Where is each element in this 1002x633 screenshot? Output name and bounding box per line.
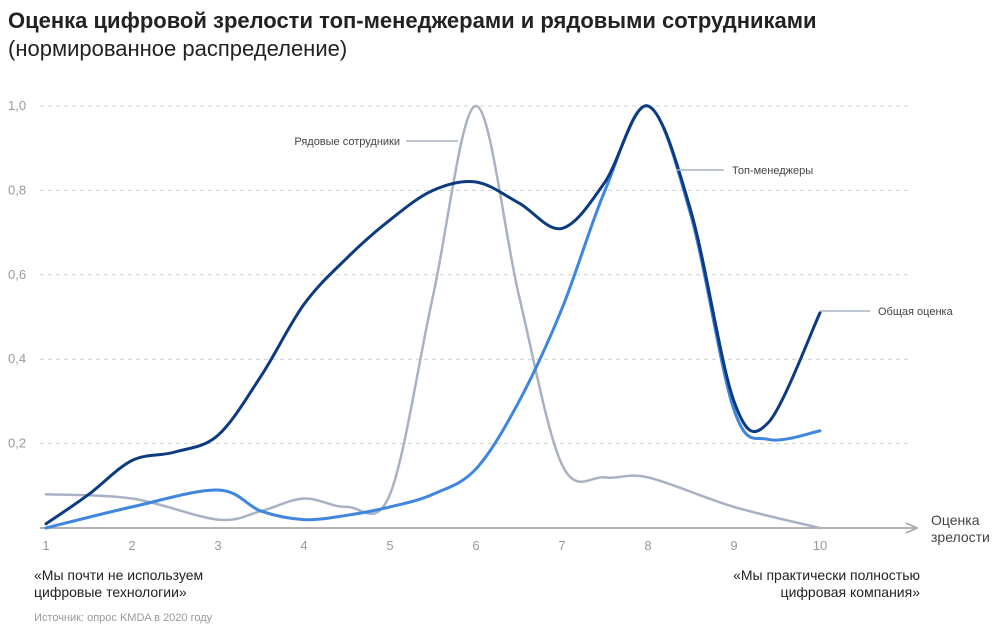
source-note: Источник: опрос KMDA в 2020 году bbox=[34, 612, 213, 624]
series-label: Топ-менеджеры bbox=[732, 165, 813, 177]
low-maturity-note: «Мы почти не используем цифровые техноло… bbox=[34, 567, 203, 601]
x-tick-label: 9 bbox=[730, 538, 737, 553]
series-lines bbox=[44, 104, 822, 530]
x-tick-labels: 1 2 3 4 5 6 7 8 9 10 bbox=[42, 538, 827, 553]
x-tick-label: 6 bbox=[472, 538, 479, 553]
high-maturity-note: «Мы практически полностью цифровая компа… bbox=[733, 567, 920, 601]
x-tick-label: 7 bbox=[558, 538, 565, 553]
x-axis-title: Оценка зрелости bbox=[931, 512, 990, 546]
y-tick-label: 0,6 bbox=[8, 267, 26, 282]
series-line-3 bbox=[44, 104, 822, 530]
series-line-2 bbox=[44, 104, 822, 530]
x-axis-arrow-icon bbox=[905, 522, 919, 534]
x-tick-label: 2 bbox=[128, 538, 135, 553]
x-tick-label: 8 bbox=[644, 538, 651, 553]
y-tick-label: 1,0 bbox=[8, 98, 26, 113]
x-tick-label: 1 bbox=[42, 538, 49, 553]
y-tick-label: 0,2 bbox=[8, 436, 26, 451]
x-axis bbox=[40, 522, 919, 534]
x-tick-label: 10 bbox=[813, 538, 827, 553]
high-maturity-note-line1: «Мы практически полностью bbox=[733, 567, 920, 583]
y-tick-label: 0,8 bbox=[8, 182, 26, 197]
grid-lines bbox=[40, 105, 910, 445]
chart-subtitle: (нормированное распределение) bbox=[8, 36, 348, 61]
series-line-1 bbox=[44, 104, 822, 526]
low-maturity-note-line2: цифровые технологии» bbox=[34, 584, 187, 600]
y-tick-label: 0,4 bbox=[8, 351, 26, 366]
series-label: Общая оценка bbox=[878, 306, 954, 318]
x-tick-label: 3 bbox=[214, 538, 221, 553]
chart-title: Оценка цифровой зрелости топ-менеджерами… bbox=[8, 8, 817, 33]
x-tick-label: 4 bbox=[300, 538, 307, 553]
x-axis-title-line2: зрелости bbox=[931, 529, 990, 545]
series-label: Рядовые сотрудники bbox=[294, 136, 400, 148]
low-maturity-note-line1: «Мы почти не используем bbox=[34, 567, 204, 583]
x-tick-label: 5 bbox=[386, 538, 393, 553]
high-maturity-note-line2: цифровая компания» bbox=[780, 584, 920, 600]
y-tick-labels: 0,2 0,4 0,6 0,8 1,0 bbox=[8, 98, 26, 451]
x-axis-title-line1: Оценка bbox=[931, 512, 980, 528]
series-leaders: Рядовые сотрудники Топ-менеджеры Общая оце… bbox=[294, 136, 953, 318]
